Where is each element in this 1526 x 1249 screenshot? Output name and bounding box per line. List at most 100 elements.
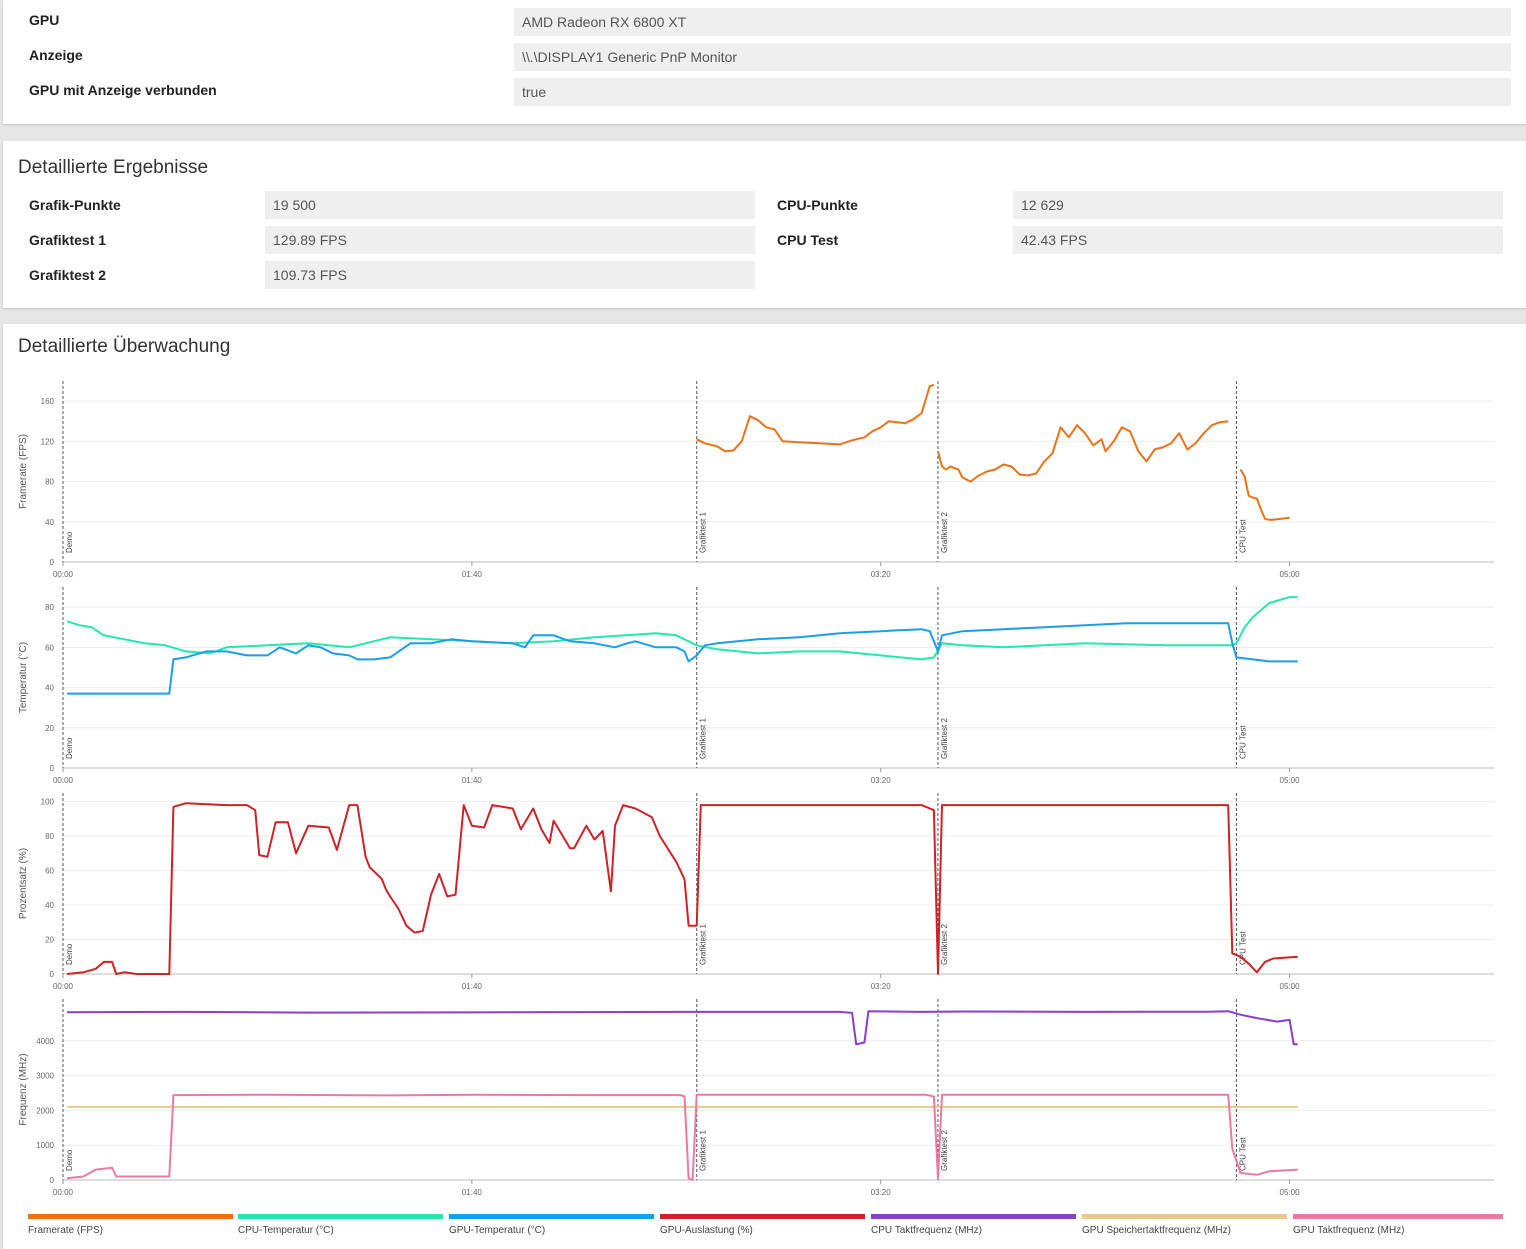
gpu-label: GPU — [29, 12, 60, 28]
y-tick-label: 2000 — [36, 1106, 54, 1115]
legend-label: GPU-Auslastung (%) — [660, 1225, 753, 1236]
y-tick-label: 40 — [45, 684, 54, 693]
x-tick-label: 03:20 — [871, 1188, 892, 1197]
x-tick-label: 00:00 — [53, 982, 74, 991]
y-tick-label: 0 — [50, 764, 55, 773]
graphics-test2-label: Grafiktest 2 — [29, 267, 107, 283]
legend-framerate[interactable]: Framerate (FPS) — [28, 1214, 233, 1244]
gpu-value: AMD Radeon RX 6800 XT — [514, 8, 1511, 36]
x-tick-label: 03:20 — [871, 570, 892, 579]
legend-gpu-temperature[interactable]: GPU-Temperatur (°C) — [449, 1214, 654, 1244]
series-line — [66, 802, 1298, 975]
monitoring-title: Detaillierte Überwachung — [18, 336, 231, 357]
legend-cpu-clock[interactable]: CPU Taktfrequenz (MHz) — [871, 1214, 1076, 1244]
phase-marker-label: CPU Test — [1238, 725, 1247, 759]
results-card: Detaillierte Ergebnisse Grafik-Punkte 19… — [3, 141, 1526, 308]
phase-marker-label: CPU Test — [1238, 519, 1247, 553]
x-tick-label: 03:20 — [871, 776, 892, 785]
phase-marker-label: Grafiktest 1 — [699, 718, 708, 759]
legend-gpu-clock[interactable]: GPU Taktfrequenz (MHz) — [1293, 1214, 1503, 1244]
y-tick-label: 40 — [45, 901, 54, 910]
legend-cpu-temperature[interactable]: CPU-Temperatur (°C) — [238, 1214, 443, 1244]
y-tick-label: 1000 — [36, 1141, 54, 1150]
x-tick-label: 05:00 — [1280, 982, 1301, 991]
display-label: Anzeige — [29, 47, 83, 63]
legend-label: CPU Taktfrequenz (MHz) — [871, 1225, 982, 1236]
phase-marker-label: Demo — [65, 1149, 74, 1171]
x-tick-label: 01:40 — [462, 570, 483, 579]
y-tick-label: 60 — [45, 867, 54, 876]
series-line — [66, 1093, 1298, 1181]
legend-swatch — [238, 1214, 443, 1219]
phase-marker-label: Grafiktest 2 — [940, 718, 949, 759]
y-axis-label: Framerate (FPS) — [18, 434, 29, 509]
legend-label: CPU-Temperatur (°C) — [238, 1225, 334, 1236]
x-tick-label: 05:00 — [1280, 1188, 1301, 1197]
cpu-test-label: CPU Test — [777, 232, 839, 248]
legend-gpu-memory-clock[interactable]: GPU Speichertaktfrequenz (MHz) — [1082, 1214, 1287, 1244]
legend-swatch — [1293, 1214, 1503, 1219]
y-tick-label: 160 — [41, 397, 55, 406]
phase-marker-label: Grafiktest 2 — [940, 512, 949, 553]
y-tick-label: 100 — [41, 798, 55, 807]
y-axis-label: Prozentsatz (%) — [18, 848, 29, 919]
legend-swatch — [28, 1214, 233, 1219]
graphics-score-label: Grafik-Punkte — [29, 197, 121, 213]
y-tick-label: 3000 — [36, 1072, 54, 1081]
legend-label: GPU Taktfrequenz (MHz) — [1293, 1225, 1405, 1236]
legend-swatch — [871, 1214, 1076, 1219]
y-tick-label: 20 — [45, 724, 54, 733]
phase-marker-label: Grafiktest 1 — [699, 512, 708, 553]
x-tick-label: 00:00 — [53, 1188, 74, 1197]
gpu-connected-label: GPU mit Anzeige verbunden — [29, 82, 217, 98]
legend-label: Framerate (FPS) — [28, 1225, 104, 1236]
graphics-test2-value: 109.73 FPS — [265, 261, 755, 289]
results-title: Detaillierte Ergebnisse — [18, 157, 209, 178]
y-tick-label: 20 — [45, 936, 54, 945]
y-tick-label: 0 — [50, 970, 55, 979]
series-line — [937, 420, 1229, 483]
phase-marker-label: Demo — [65, 737, 74, 759]
series-line — [1239, 468, 1290, 521]
y-tick-label: 80 — [45, 603, 54, 612]
y-tick-label: 0 — [50, 1176, 55, 1185]
y-tick-label: 0 — [50, 558, 55, 567]
series-line — [66, 596, 1298, 661]
y-tick-label: 4000 — [36, 1037, 54, 1046]
x-tick-label: 01:40 — [462, 776, 483, 785]
phase-marker-label: Demo — [65, 531, 74, 553]
x-tick-label: 01:40 — [462, 1188, 483, 1197]
display-value: \\.\DISPLAY1 Generic PnP Monitor — [514, 43, 1511, 71]
y-tick-label: 40 — [45, 518, 54, 527]
phase-marker-label: Grafiktest 2 — [940, 1130, 949, 1171]
series-line — [67, 622, 1298, 695]
phase-marker-label: CPU Test — [1238, 1137, 1247, 1171]
y-tick-label: 120 — [41, 437, 55, 446]
gpu-connected-value: true — [514, 78, 1511, 106]
x-tick-label: 01:40 — [462, 982, 483, 991]
x-tick-label: 05:00 — [1280, 776, 1301, 785]
y-axis-label: Frequenz (MHz) — [18, 1053, 29, 1125]
legend-label: GPU Speichertaktfrequenz (MHz) — [1082, 1225, 1231, 1236]
x-tick-label: 03:20 — [871, 982, 892, 991]
legend-swatch — [1082, 1214, 1287, 1219]
graphics-test1-label: Grafiktest 1 — [29, 232, 107, 248]
y-tick-label: 80 — [45, 832, 54, 841]
cpu-score-value: 12 629 — [1013, 191, 1503, 219]
system-info-card: GPU AMD Radeon RX 6800 XT Anzeige \\.\DI… — [3, 0, 1526, 124]
phase-marker-label: Demo — [65, 943, 74, 965]
legend-swatch — [449, 1214, 654, 1219]
graphics-score-value: 19 500 — [265, 191, 755, 219]
phase-marker-label: CPU Test — [1238, 931, 1247, 965]
graphics-test1-value: 129.89 FPS — [265, 226, 755, 254]
legend-gpu-load[interactable]: GPU-Auslastung (%) — [660, 1214, 865, 1244]
series-line — [696, 384, 935, 453]
cpu-score-label: CPU-Punkte — [777, 197, 858, 213]
y-tick-label: 60 — [45, 643, 54, 652]
x-tick-label: 00:00 — [53, 570, 74, 579]
cpu-test-value: 42.43 FPS — [1013, 226, 1503, 254]
series-line — [67, 1010, 1298, 1046]
x-tick-label: 05:00 — [1280, 570, 1301, 579]
phase-marker-label: Grafiktest 2 — [940, 924, 949, 965]
